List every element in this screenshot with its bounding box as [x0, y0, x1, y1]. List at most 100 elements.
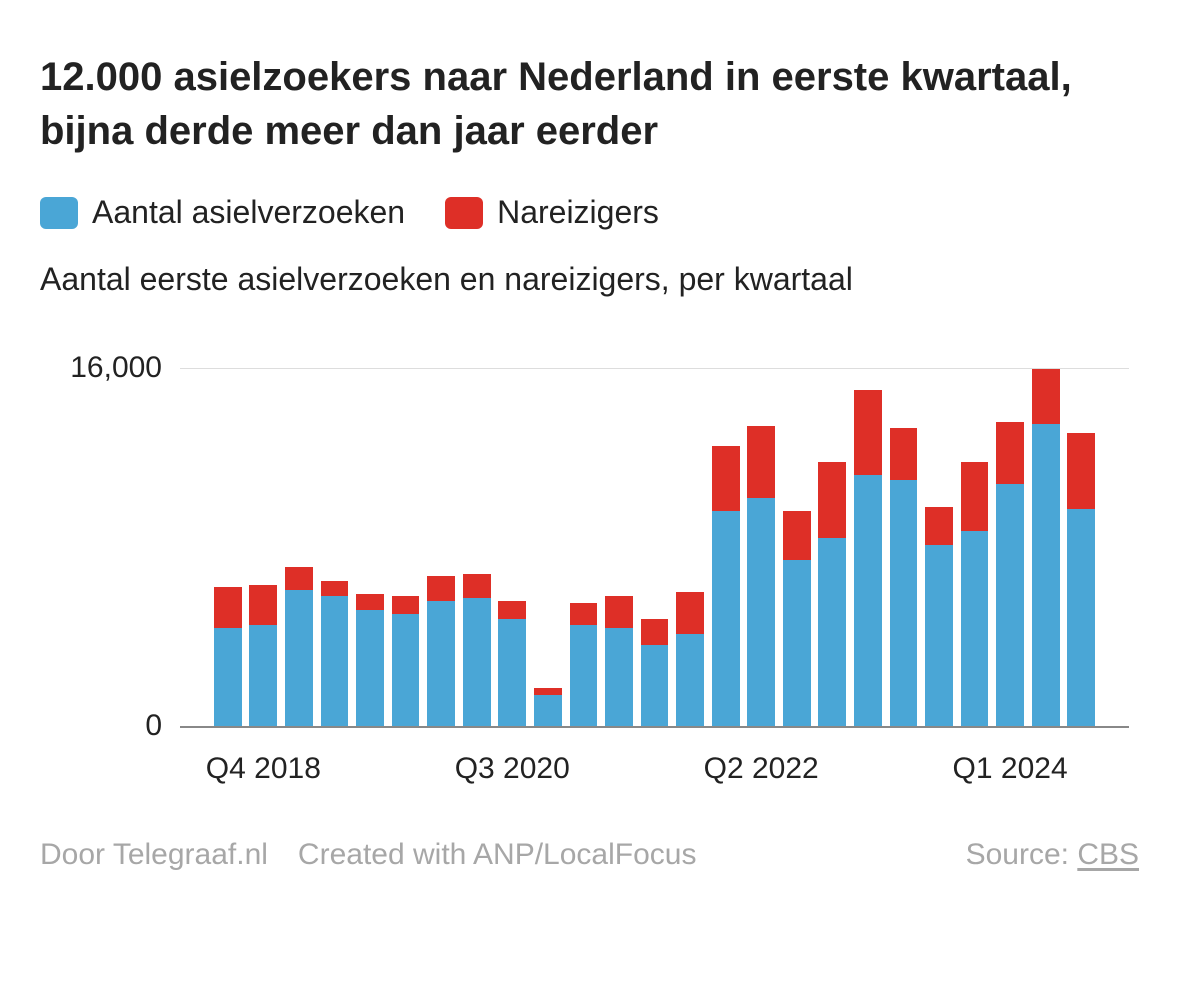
chart-bar-seg-series1	[996, 484, 1024, 726]
chart-ylabel: 16,000	[70, 351, 180, 385]
chart-bar-seg-series1	[534, 695, 562, 726]
chart-bar-seg-series2	[534, 688, 562, 695]
chart-bar-seg-series1	[463, 598, 491, 726]
chart-bar-seg-series1	[925, 545, 953, 726]
chart-xlabel: Q3 2020	[455, 752, 570, 786]
chart-bar-seg-series1	[392, 614, 420, 726]
legend-item-series2: Nareizigers	[445, 194, 659, 231]
chart-bar-seg-series1	[605, 628, 633, 726]
footer-source: Source: CBS	[966, 838, 1139, 872]
chart-bar-slot	[388, 368, 424, 726]
chart-bar	[676, 592, 704, 726]
chart-bar-slot	[886, 368, 922, 726]
legend-label-series1: Aantal asielverzoeken	[92, 194, 405, 231]
chart-bar-seg-series1	[890, 480, 918, 726]
chart-xlabel: Q4 2018	[206, 752, 321, 786]
chart-bar-slot	[495, 368, 531, 726]
chart-bar-slot	[566, 368, 602, 726]
chart-bar-seg-series2	[747, 426, 775, 498]
chart-bar-seg-series2	[641, 619, 669, 646]
legend: Aantal asielverzoeken Nareizigers	[40, 194, 1139, 231]
chart-bar-slot	[957, 368, 993, 726]
chart-bar	[249, 585, 277, 726]
chart-bar-seg-series1	[1067, 509, 1095, 726]
chart-bar-seg-series1	[747, 498, 775, 726]
chart-bar-slot	[423, 368, 459, 726]
chart-bar-slot	[530, 368, 566, 726]
chart-card: 12.000 asielzoekers naar Nederland in ee…	[0, 0, 1179, 912]
chart-bar	[214, 587, 242, 726]
chart-subtitle: Aantal eerste asielverzoeken en nareizig…	[40, 261, 1139, 298]
chart-bar-seg-series1	[783, 560, 811, 726]
chart-bar-seg-series2	[925, 507, 953, 545]
legend-item-series1: Aantal asielverzoeken	[40, 194, 405, 231]
chart-bar-seg-series2	[463, 574, 491, 599]
legend-swatch-series2	[445, 197, 483, 229]
chart-bar-slot	[743, 368, 779, 726]
footer-source-link[interactable]: CBS	[1077, 838, 1139, 871]
chart-bar	[818, 462, 846, 726]
chart-bar	[890, 428, 918, 726]
chart-bar-slot	[601, 368, 637, 726]
chart-bar-slot	[992, 368, 1028, 726]
chart-bar-seg-series2	[249, 585, 277, 625]
chart-bar-slot	[1064, 368, 1100, 726]
chart-bar-seg-series2	[818, 462, 846, 538]
chart-bar-slot	[672, 368, 708, 726]
chart-bar-seg-series2	[392, 596, 420, 614]
chart-bar-seg-series1	[321, 596, 349, 726]
chart-bar-seg-series2	[498, 601, 526, 619]
chart-bar-slot	[281, 368, 317, 726]
chart-bar-seg-series1	[818, 538, 846, 726]
chart-gridline	[180, 368, 1129, 369]
chart-bar-seg-series2	[996, 422, 1024, 485]
chart-bar	[605, 596, 633, 726]
chart-bar	[570, 603, 598, 726]
chart-bar-seg-series2	[1032, 368, 1060, 424]
chart-bar-slot	[352, 368, 388, 726]
chart-bar-seg-series2	[961, 462, 989, 531]
chart-bar	[498, 601, 526, 726]
chart-bar-seg-series2	[783, 511, 811, 560]
chart-bar	[783, 511, 811, 726]
chart-bar	[1032, 368, 1060, 726]
chart-xlabel: Q2 2022	[704, 752, 819, 786]
chart-bar	[961, 462, 989, 726]
chart-bar-seg-series1	[356, 610, 384, 726]
chart-area: 016,000 Q4 2018 Q3 2020 Q2 2022 Q1 2024	[180, 328, 1129, 808]
chart-bar	[996, 422, 1024, 726]
chart-bar-seg-series1	[676, 634, 704, 726]
chart-bar-seg-series2	[570, 603, 598, 625]
chart-bar-slot	[459, 368, 495, 726]
chart-bar-seg-series2	[1067, 433, 1095, 509]
chart-bar-slot	[921, 368, 957, 726]
chart-bar-slot	[850, 368, 886, 726]
chart-bar	[285, 567, 313, 726]
chart-bar-seg-series1	[498, 619, 526, 726]
chart-bar-slot	[210, 368, 246, 726]
chart-bar	[463, 574, 491, 726]
chart-bar-seg-series1	[570, 625, 598, 726]
chart-title: 12.000 asielzoekers naar Nederland in ee…	[40, 50, 1139, 158]
chart-bar-seg-series2	[427, 576, 455, 601]
chart-bar-slot	[708, 368, 744, 726]
footer-byline: Door Telegraaf.nl	[40, 838, 268, 872]
chart-bar	[854, 390, 882, 726]
chart-xlabel: Q1 2024	[953, 752, 1068, 786]
chart-bar-seg-series1	[285, 590, 313, 726]
chart-bar-seg-series1	[427, 601, 455, 726]
chart-bars	[180, 368, 1129, 726]
chart-bar	[534, 688, 562, 726]
chart-bar-seg-series1	[249, 625, 277, 726]
chart-plot: 016,000	[180, 368, 1129, 728]
chart-bar-slot	[815, 368, 851, 726]
chart-bar-seg-series2	[676, 592, 704, 635]
chart-bar-slot	[246, 368, 282, 726]
chart-bar	[356, 594, 384, 726]
chart-bar	[641, 619, 669, 726]
footer-source-prefix: Source:	[966, 838, 1078, 871]
chart-bar-seg-series1	[641, 645, 669, 726]
chart-bar-seg-series2	[321, 581, 349, 597]
chart-bar-seg-series2	[712, 446, 740, 511]
chart-bar	[712, 446, 740, 726]
